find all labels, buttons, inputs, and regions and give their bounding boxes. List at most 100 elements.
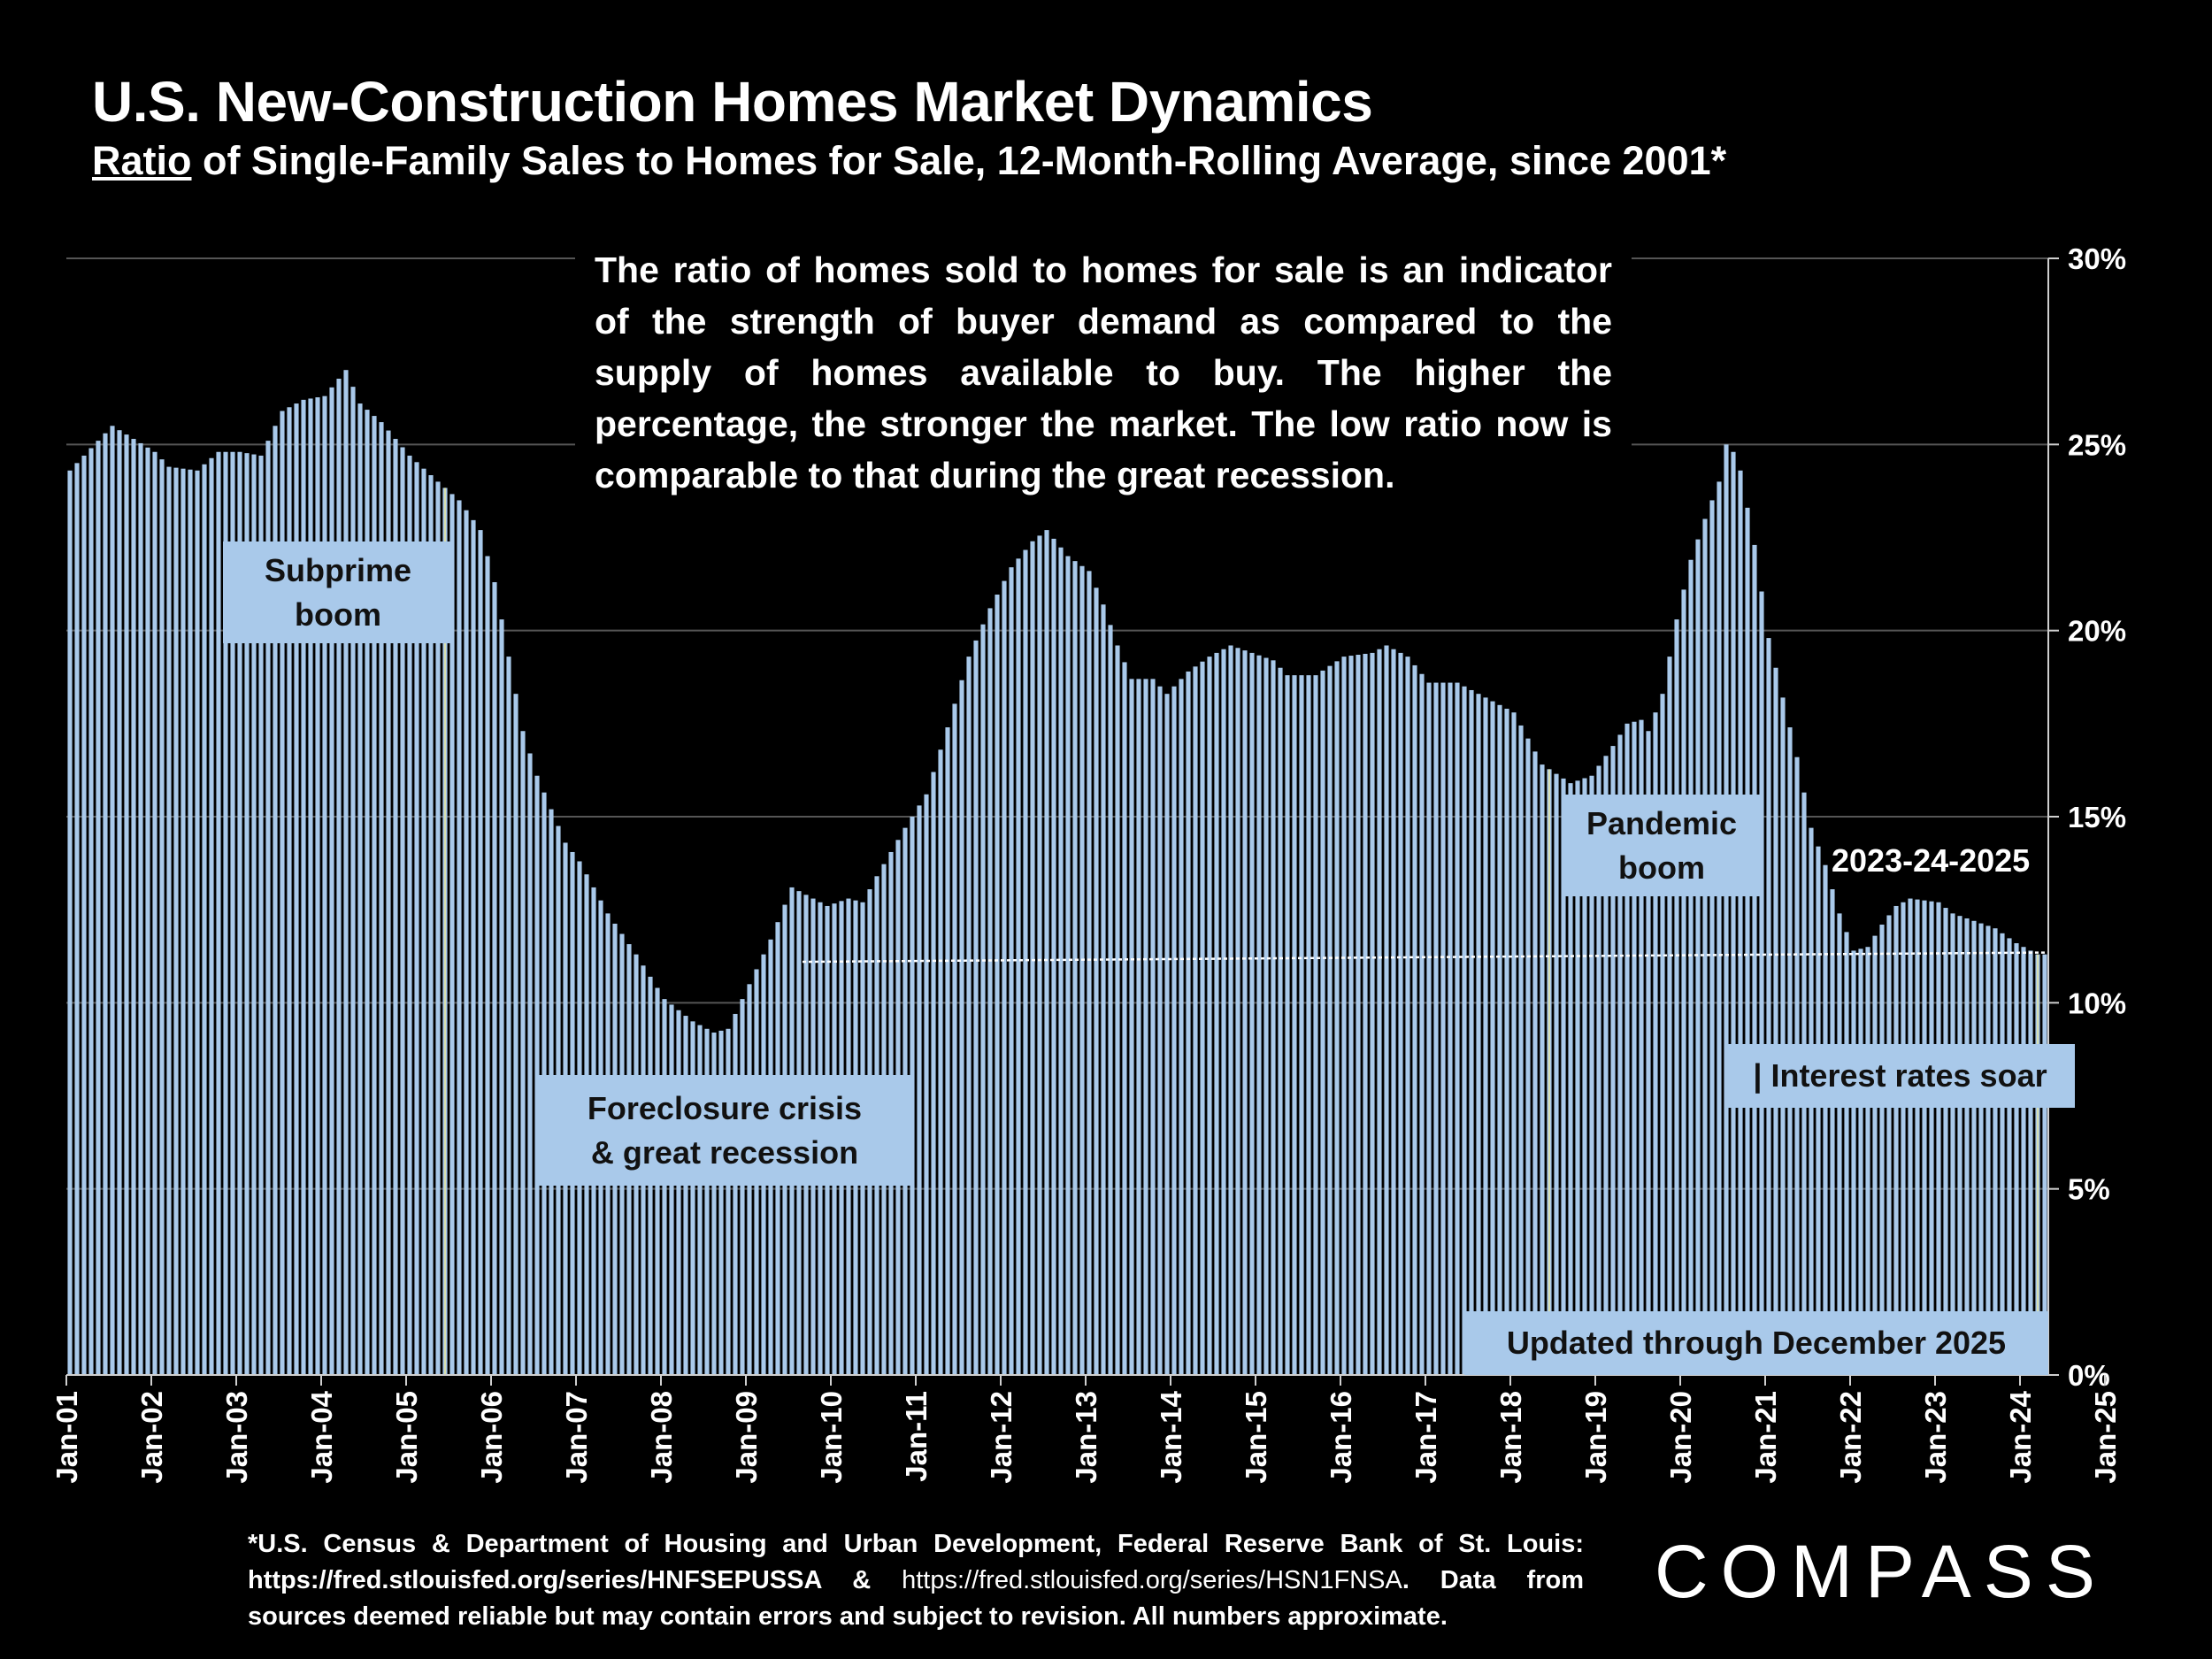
bar bbox=[478, 530, 483, 1375]
bar bbox=[1709, 500, 1715, 1375]
bar bbox=[1214, 652, 1219, 1375]
bar bbox=[1171, 686, 1177, 1375]
bar bbox=[166, 466, 172, 1376]
x-tick-label: Jan-19 bbox=[1579, 1391, 1612, 1484]
bar bbox=[1511, 712, 1517, 1375]
bar bbox=[513, 694, 518, 1375]
bar bbox=[294, 403, 299, 1375]
bar bbox=[1575, 780, 1580, 1375]
bar bbox=[88, 448, 94, 1375]
bar bbox=[1610, 746, 1616, 1375]
bar bbox=[1950, 913, 1955, 1375]
bar bbox=[1738, 470, 1743, 1375]
bar bbox=[1370, 652, 1375, 1375]
bar bbox=[329, 387, 334, 1376]
bar bbox=[1639, 719, 1644, 1375]
bar bbox=[471, 519, 476, 1375]
bar bbox=[1242, 650, 1248, 1375]
bar bbox=[1044, 530, 1049, 1375]
bar bbox=[1327, 665, 1333, 1375]
bar bbox=[1101, 604, 1106, 1375]
bar bbox=[2014, 943, 2019, 1375]
chart-title: U.S. New-Construction Homes Market Dynam… bbox=[92, 70, 1373, 134]
x-tick-label: Jan-24 bbox=[2004, 1390, 2037, 1483]
bar bbox=[1886, 915, 1892, 1375]
bar bbox=[237, 451, 242, 1375]
bar bbox=[131, 439, 136, 1376]
bar bbox=[1971, 920, 1977, 1375]
bar bbox=[726, 1028, 731, 1375]
bar bbox=[1193, 666, 1198, 1375]
bar bbox=[1752, 544, 1757, 1375]
bar bbox=[1554, 773, 1559, 1375]
bar bbox=[124, 434, 129, 1375]
bar bbox=[1016, 558, 1021, 1375]
bar bbox=[67, 470, 73, 1375]
bar bbox=[1072, 561, 1078, 1375]
bar bbox=[145, 447, 150, 1376]
bar bbox=[244, 453, 250, 1375]
bar bbox=[1249, 652, 1255, 1375]
bar bbox=[96, 441, 101, 1375]
bar bbox=[1405, 657, 1410, 1375]
bar bbox=[1079, 565, 1085, 1375]
bar bbox=[1306, 675, 1311, 1375]
bar bbox=[1363, 653, 1368, 1375]
bar bbox=[1993, 928, 1998, 1375]
x-tick-label: Jan-23 bbox=[1919, 1391, 1952, 1484]
bar bbox=[1263, 657, 1269, 1375]
bar bbox=[1122, 662, 1127, 1375]
bar bbox=[697, 1025, 703, 1375]
bar bbox=[1724, 444, 1729, 1375]
bar bbox=[1653, 712, 1658, 1375]
bar bbox=[308, 398, 313, 1375]
y-tick-label: 15% bbox=[2068, 801, 2126, 833]
x-tick-label: Jan-07 bbox=[560, 1391, 593, 1484]
bar bbox=[386, 430, 391, 1375]
bar bbox=[690, 1021, 695, 1375]
bar bbox=[421, 468, 426, 1375]
bar bbox=[1837, 913, 1842, 1375]
chart-subtitle: Ratio of Single-Family Sales to Homes fo… bbox=[92, 138, 1726, 184]
bar bbox=[1922, 900, 1927, 1375]
bar bbox=[1688, 559, 1694, 1375]
bar bbox=[1440, 682, 1446, 1375]
subtitle-rest: of Single-Family Sales to Homes for Sale… bbox=[191, 138, 1727, 183]
bar bbox=[1568, 783, 1573, 1375]
bar bbox=[1179, 679, 1184, 1375]
bar bbox=[966, 657, 972, 1375]
bar bbox=[520, 731, 526, 1375]
bar bbox=[1037, 535, 1042, 1375]
bar bbox=[315, 397, 320, 1376]
bar bbox=[1108, 625, 1113, 1375]
footnote-part-2: . Data from sources deemed reliable but … bbox=[248, 1566, 1584, 1631]
x-tick-label: Jan-14 bbox=[1155, 1390, 1187, 1483]
bar bbox=[2000, 933, 2005, 1375]
bar bbox=[1023, 549, 1028, 1375]
bar bbox=[1065, 556, 1071, 1375]
bar bbox=[103, 433, 108, 1375]
bar bbox=[2028, 950, 2033, 1375]
bar bbox=[1115, 645, 1120, 1375]
x-tick-label: Jan-05 bbox=[390, 1391, 423, 1484]
compass-logo: COMPASS bbox=[1655, 1530, 2108, 1613]
bar bbox=[952, 703, 957, 1375]
bar bbox=[1228, 645, 1233, 1375]
bar bbox=[1143, 679, 1148, 1375]
bar bbox=[1030, 541, 1035, 1375]
x-tick-label: Jan-01 bbox=[50, 1391, 83, 1484]
bar bbox=[1504, 709, 1509, 1375]
bar bbox=[1582, 778, 1587, 1375]
y-tick-label: 30% bbox=[2068, 242, 2126, 275]
bar bbox=[1207, 657, 1212, 1375]
bar bbox=[1377, 649, 1382, 1375]
x-tick-label: Jan-08 bbox=[645, 1391, 678, 1484]
bar bbox=[1929, 901, 1934, 1375]
y-tick-label: 20% bbox=[2068, 615, 2126, 648]
x-tick-label: Jan-11 bbox=[900, 1391, 933, 1482]
bar bbox=[1412, 664, 1417, 1375]
bar bbox=[924, 794, 929, 1375]
years-2023-2025-label: 2023-24-2025 bbox=[1832, 842, 2031, 879]
bar bbox=[202, 464, 207, 1376]
bar bbox=[1681, 589, 1686, 1375]
